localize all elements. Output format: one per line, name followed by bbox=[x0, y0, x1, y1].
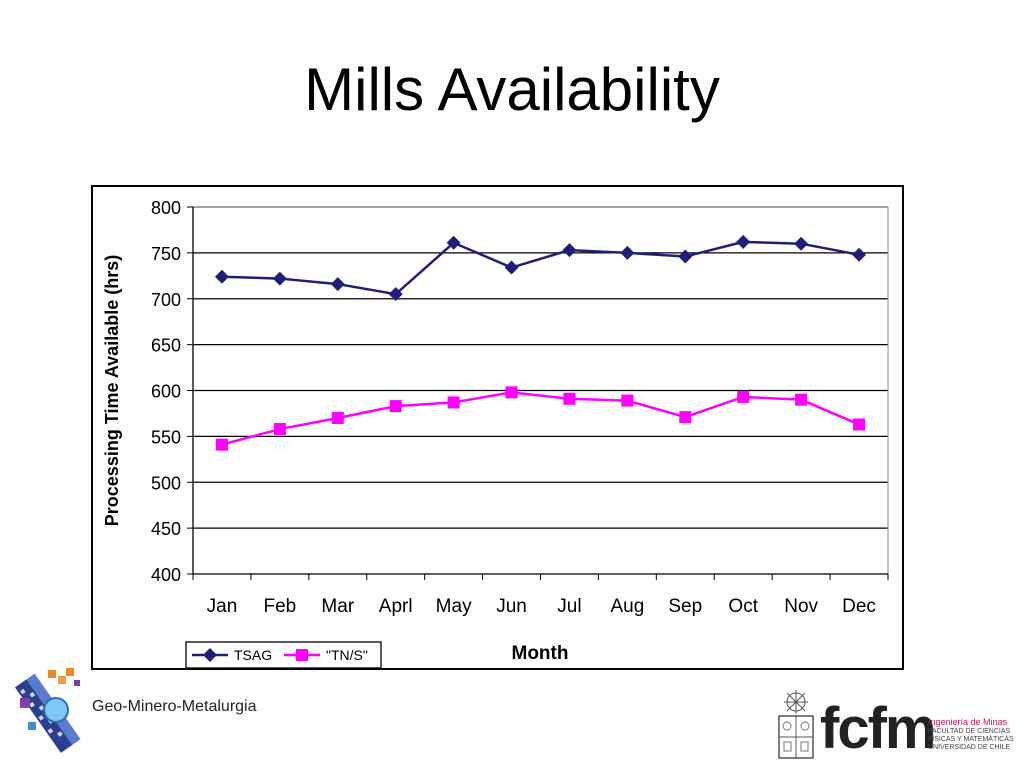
legend-marker bbox=[296, 649, 308, 661]
x-tick-label: Jul bbox=[557, 596, 581, 617]
data-point-0 bbox=[446, 235, 461, 250]
data-point-1 bbox=[447, 396, 460, 409]
data-point-0 bbox=[562, 243, 577, 258]
university-seal-icon bbox=[778, 690, 814, 759]
data-point-0 bbox=[504, 260, 519, 275]
data-point-1 bbox=[795, 393, 808, 406]
fcfm-logo-text: fcfm bbox=[820, 696, 936, 761]
institution-block: Ingeniería de Minas FACULTAD DE CIENCIAS… bbox=[928, 717, 1024, 752]
data-point-0 bbox=[852, 247, 867, 262]
institution-line: FÍSICAS Y MATEMÁTICAS bbox=[928, 736, 1014, 743]
x-tick-label: Mar bbox=[321, 596, 354, 617]
x-tick-label: Oct bbox=[728, 596, 758, 617]
x-tick-label: Jan bbox=[207, 596, 238, 617]
institution-line: UNIVERSIDAD DE CHILE bbox=[928, 744, 1011, 751]
y-axis-title: Processing Time Available (hrs) bbox=[102, 255, 122, 526]
x-tick-label: Nov bbox=[784, 596, 818, 617]
y-tick-label: 700 bbox=[151, 290, 181, 310]
x-tick-label: Dec bbox=[842, 596, 876, 617]
data-point-0 bbox=[736, 234, 751, 249]
line-chart: 400 450 500 550 600 650 700 750 800 Jan Feb Mar Aprl… bbox=[102, 198, 889, 668]
data-point-1 bbox=[679, 411, 692, 424]
x-tick-label: May bbox=[436, 596, 472, 617]
data-point-1 bbox=[273, 423, 286, 436]
data-point-1 bbox=[853, 418, 866, 431]
series-line-0 bbox=[221, 240, 860, 296]
data-point-1 bbox=[389, 400, 402, 413]
x-tick-label: Jun bbox=[496, 596, 527, 617]
x-tick-label: Sep bbox=[668, 596, 702, 617]
data-point-1 bbox=[737, 390, 750, 403]
slide-title: Mills Availability bbox=[304, 56, 720, 123]
chart-frame: 400 450 500 550 600 650 700 750 800 Jan Feb Mar Aprl… bbox=[91, 185, 904, 670]
x-tick-label: Aug bbox=[610, 596, 644, 617]
data-point-1 bbox=[621, 394, 634, 407]
data-point-0 bbox=[620, 245, 635, 260]
data-point-0 bbox=[214, 269, 229, 284]
legend-label: TSAG bbox=[234, 647, 272, 663]
y-tick-label: 800 bbox=[151, 198, 181, 218]
geo-minero-metalurgia-logo bbox=[14, 668, 81, 753]
series-line-1 bbox=[221, 391, 860, 446]
data-point-0 bbox=[678, 249, 693, 264]
institution-line: FACULTAD DE CIENCIAS bbox=[928, 728, 1011, 735]
x-tick-label: Aprl bbox=[379, 596, 413, 617]
data-point-1 bbox=[563, 392, 576, 405]
geo-minero-metalurgia-label: Geo-Minero-Metalurgia bbox=[92, 698, 257, 715]
legend-marker bbox=[203, 648, 217, 662]
y-tick-label: 600 bbox=[151, 382, 181, 402]
legend-label: "TN/S" bbox=[326, 647, 368, 663]
x-axis-title: Month bbox=[512, 643, 569, 664]
data-point-1 bbox=[215, 438, 228, 451]
data-point-0 bbox=[272, 271, 287, 286]
data-point-1 bbox=[505, 386, 518, 399]
y-tick-label: 500 bbox=[151, 473, 181, 493]
y-tick-label: 550 bbox=[151, 427, 181, 447]
data-point-0 bbox=[794, 236, 809, 251]
data-point-1 bbox=[331, 412, 344, 425]
y-tick-label: 450 bbox=[151, 519, 181, 539]
institution-title: Ingeniería de Minas bbox=[928, 717, 1008, 727]
y-tick-label: 650 bbox=[151, 336, 181, 356]
y-tick-label: 750 bbox=[151, 244, 181, 264]
data-point-0 bbox=[330, 277, 345, 292]
y-tick-label: 400 bbox=[151, 565, 181, 585]
data-point-0 bbox=[388, 287, 403, 302]
fcfm-logo: fcfm bbox=[820, 700, 936, 758]
x-tick-label: Feb bbox=[264, 596, 297, 617]
